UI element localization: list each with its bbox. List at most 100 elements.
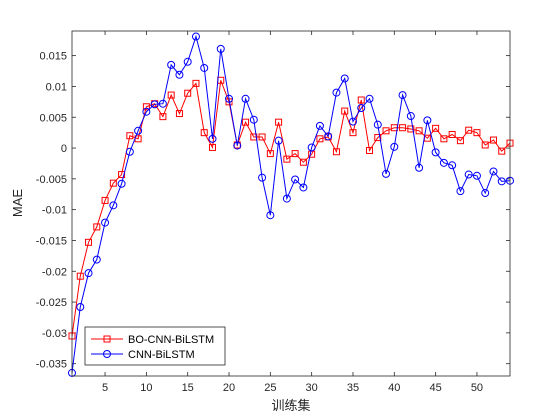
- legend-marker-bo-cnn-bilstm: [103, 335, 111, 343]
- x-axis-ticks: 5 10 15 20 25 30 35 40 45 50: [102, 31, 483, 394]
- data-point-cnn-bilstm: [406, 112, 415, 121]
- data-point-cnn-bilstm: [307, 143, 316, 152]
- data-point-cnn-bilstm: [390, 142, 399, 151]
- data-point-cnn-bilstm: [125, 147, 134, 156]
- data-point-bo-cnn-bilstm: [101, 196, 109, 204]
- data-point-cnn-bilstm: [249, 115, 258, 124]
- legend-label-cnn-bilstm: CNN-BiLSTM: [128, 349, 195, 361]
- data-point-cnn-bilstm: [167, 60, 176, 69]
- data-point-bo-cnn-bilstm: [299, 158, 307, 166]
- data-point-bo-cnn-bilstm: [432, 124, 440, 132]
- data-point-cnn-bilstm: [456, 187, 465, 196]
- data-point-cnn-bilstm: [291, 175, 300, 184]
- data-point-cnn-bilstm: [481, 189, 490, 198]
- y-tick-label: -0.035: [36, 359, 67, 371]
- data-point-cnn-bilstm: [134, 126, 143, 135]
- x-tick-label: 40: [388, 382, 400, 394]
- data-point-bo-cnn-bilstm: [167, 91, 175, 99]
- data-point-cnn-bilstm: [464, 170, 473, 179]
- x-tick-label: 5: [102, 382, 108, 394]
- data-point-cnn-bilstm: [373, 120, 382, 129]
- data-point-cnn-bilstm: [365, 94, 374, 103]
- data-point-bo-cnn-bilstm: [76, 272, 84, 280]
- series-line-bo-cnn-bilstm: [71, 80, 511, 337]
- data-point-bo-cnn-bilstm: [93, 223, 101, 231]
- data-point-bo-cnn-bilstm: [341, 107, 349, 115]
- data-point-cnn-bilstm: [439, 158, 448, 167]
- data-point-cnn-bilstm: [191, 32, 200, 41]
- data-point-cnn-bilstm: [315, 121, 324, 130]
- data-point-cnn-bilstm: [183, 57, 192, 66]
- plot-area-frame: [71, 30, 511, 377]
- y-tick-label: -0.025: [36, 297, 67, 309]
- legend-label-bo-cnn-bilstm: BO-CNN-BiLSTM: [128, 334, 214, 346]
- data-point-bo-cnn-bilstm: [357, 96, 365, 104]
- y-axis-label: MAE: [10, 189, 25, 218]
- data-point-cnn-bilstm: [84, 269, 93, 278]
- data-point-bo-cnn-bilstm: [159, 113, 167, 121]
- data-point-bo-cnn-bilstm: [316, 135, 324, 143]
- data-point-bo-cnn-bilstm: [382, 127, 390, 135]
- data-point-bo-cnn-bilstm: [349, 129, 357, 137]
- x-tick-label: 20: [223, 382, 235, 394]
- data-point-cnn-bilstm: [158, 99, 167, 108]
- y-tick-label: -0.03: [42, 328, 67, 340]
- x-tick-label: 10: [140, 382, 152, 394]
- data-point-bo-cnn-bilstm: [250, 133, 258, 141]
- y-tick-label: -0.005: [36, 174, 67, 186]
- data-point-cnn-bilstm: [266, 211, 275, 220]
- data-point-cnn-bilstm: [241, 94, 250, 103]
- x-tick-label: 15: [182, 382, 194, 394]
- data-point-cnn-bilstm: [117, 179, 126, 188]
- data-point-cnn-bilstm: [472, 171, 481, 180]
- data-point-cnn-bilstm: [175, 70, 184, 79]
- data-point-bo-cnn-bilstm: [366, 147, 374, 155]
- data-point-bo-cnn-bilstm: [399, 124, 407, 132]
- series-layer: [68, 32, 514, 377]
- data-point-bo-cnn-bilstm: [109, 179, 117, 187]
- data-point-cnn-bilstm: [150, 100, 159, 109]
- data-point-cnn-bilstm: [382, 169, 391, 178]
- data-point-cnn-bilstm: [258, 173, 267, 182]
- data-point-bo-cnn-bilstm: [142, 103, 150, 111]
- y-axis-ticks: -0.035 -0.03 -0.025 -0.02 -0.015 -0.01 -0.005 0…: [36, 51, 510, 371]
- x-tick-label: 50: [471, 382, 483, 394]
- y-tick-label: -0.01: [42, 205, 67, 217]
- data-point-bo-cnn-bilstm: [481, 141, 489, 149]
- data-point-cnn-bilstm: [423, 116, 432, 125]
- data-point-bo-cnn-bilstm: [85, 238, 93, 246]
- y-tick-label: 0.015: [39, 51, 67, 63]
- data-point-cnn-bilstm: [208, 134, 217, 143]
- x-tick-label: 45: [429, 382, 441, 394]
- x-tick-label: 35: [347, 382, 359, 394]
- data-point-bo-cnn-bilstm: [415, 127, 423, 135]
- data-point-bo-cnn-bilstm: [374, 134, 382, 142]
- data-point-cnn-bilstm: [233, 141, 242, 150]
- data-point-cnn-bilstm: [489, 167, 498, 176]
- data-point-cnn-bilstm: [225, 94, 234, 103]
- data-point-bo-cnn-bilstm: [489, 136, 497, 144]
- data-point-bo-cnn-bilstm: [465, 126, 473, 134]
- y-tick-label: 0.005: [39, 112, 67, 124]
- data-point-cnn-bilstm: [274, 136, 283, 145]
- data-point-cnn-bilstm: [324, 132, 333, 141]
- data-point-bo-cnn-bilstm: [175, 110, 183, 118]
- data-point-bo-cnn-bilstm: [208, 143, 216, 151]
- data-point-bo-cnn-bilstm: [440, 135, 448, 143]
- data-point-bo-cnn-bilstm: [473, 129, 481, 137]
- data-point-bo-cnn-bilstm: [184, 89, 192, 97]
- data-point-bo-cnn-bilstm: [332, 148, 340, 156]
- data-point-cnn-bilstm: [299, 183, 308, 192]
- x-tick-label: 25: [264, 382, 276, 394]
- plot-area-background: [72, 31, 510, 376]
- data-point-cnn-bilstm: [101, 218, 110, 227]
- data-point-bo-cnn-bilstm: [448, 131, 456, 138]
- data-point-bo-cnn-bilstm: [200, 129, 208, 137]
- y-tick-label: -0.015: [36, 235, 67, 247]
- data-point-bo-cnn-bilstm: [456, 137, 464, 145]
- data-point-bo-cnn-bilstm: [291, 150, 299, 158]
- data-point-cnn-bilstm: [448, 161, 457, 170]
- data-point-bo-cnn-bilstm: [275, 118, 283, 126]
- data-point-bo-cnn-bilstm: [258, 133, 266, 141]
